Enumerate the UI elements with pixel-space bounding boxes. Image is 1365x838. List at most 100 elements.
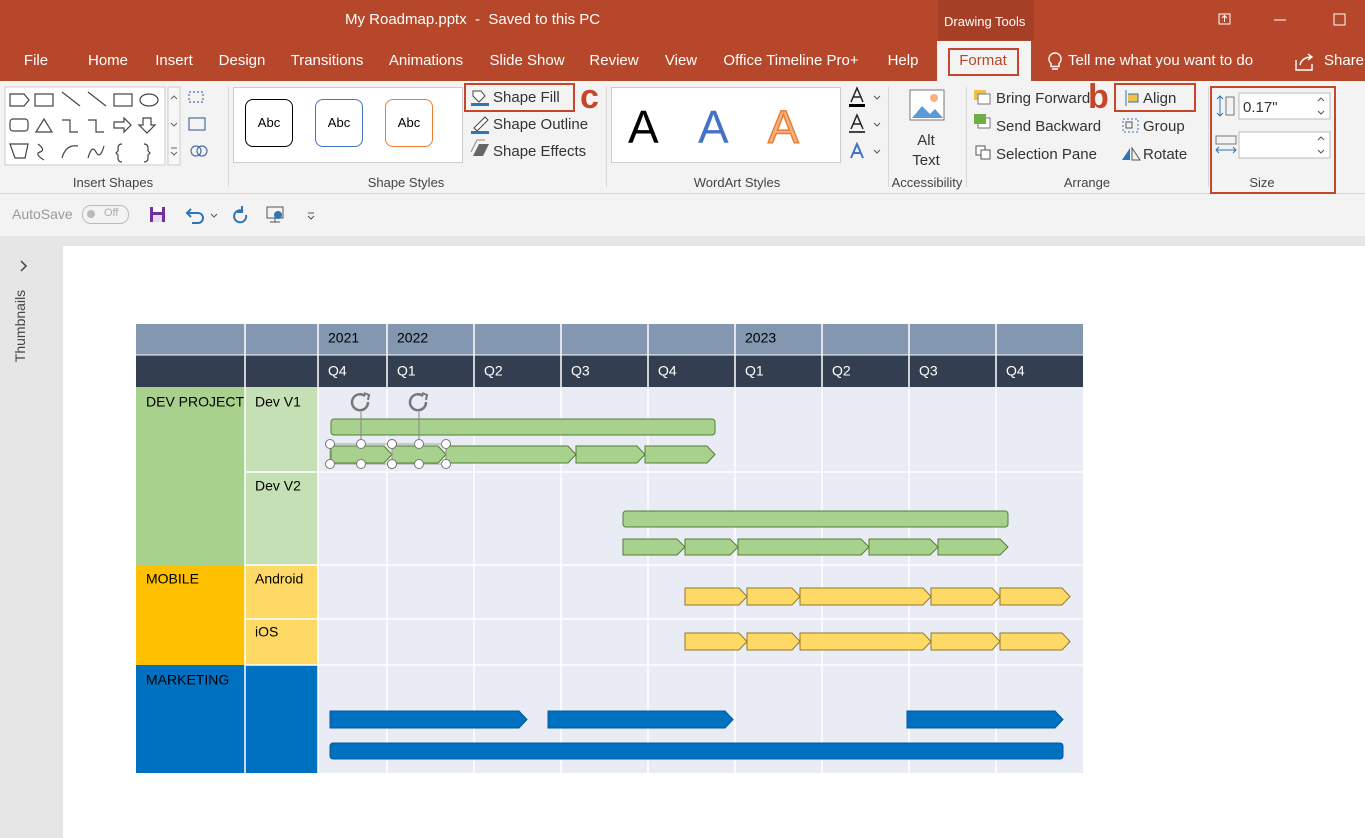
quarter-label: Q3 [919,363,938,379]
ribbon-tab[interactable]: Insert [155,52,193,69]
ribbon-tab[interactable]: Review [589,52,639,69]
document-title: My Roadmap.pptx - Saved to this PC [345,11,601,28]
wordart-sample[interactable]: A [767,100,799,154]
resize-handle [441,439,451,449]
shape-fill[interactable]: Shape Fill [493,89,560,106]
task-chevron [937,538,1009,556]
expand-thumbnails[interactable] [16,258,32,274]
resize-handle [441,459,451,469]
resize-handle [414,439,424,449]
row-cell [245,387,318,565]
autosave-toggle[interactable] [82,205,129,224]
task-chevron [445,445,577,464]
group-label: WordArt Styles [693,175,781,190]
ribbon-tab[interactable]: Transitions [290,52,364,69]
highlight-box [948,48,1019,76]
bring-forward[interactable]: Bring Forward [996,90,1091,107]
style-sample[interactable]: Abc [315,99,363,147]
ribbon-tab[interactable]: Animations [388,52,464,69]
ribbon-tab[interactable]: Office Timeline Pro+ [723,52,859,69]
row-cell [245,565,318,665]
autosave-label: AutoSave [12,206,73,222]
rotation-arrow [363,392,371,401]
highlight-box [1210,86,1336,194]
shape-effects[interactable]: Shape Effects [493,143,587,160]
task-chevron [999,632,1071,651]
quarter-label: Q4 [658,363,677,379]
task-chevron [622,538,686,556]
quarter-label: Q4 [328,363,347,379]
rotate-button[interactable]: Rotate [1143,146,1188,163]
task-chevron [930,632,1001,651]
wordart-sample[interactable]: A [698,101,729,153]
share-button[interactable]: Share [1324,52,1365,69]
quarter-label: Q1 [397,363,416,379]
task-chevron [999,587,1071,606]
row-cell [136,387,245,565]
resize-handle [387,439,397,449]
ribbon-tab[interactable]: File [23,52,49,69]
qat-icons[interactable] [148,203,323,225]
task-chevron [799,587,932,606]
task-chevron [868,538,939,556]
callout-label: b [1088,78,1109,116]
send-backward[interactable]: Send Backward [996,118,1102,135]
year-label: 2022 [397,330,428,346]
resize-handle [414,459,424,469]
year-label: 2023 [745,330,776,346]
rotation-handle [350,393,370,412]
task-chevron [746,632,801,651]
wordart-gallery[interactable] [611,87,841,163]
ribbon-tab[interactable]: View [664,52,698,69]
alt-text-button[interactable]: Alt Text [912,132,940,169]
group-label: MARKETING [146,672,229,688]
window-controls[interactable] [1210,8,1360,32]
tell-me[interactable]: Tell me what you want to do [1068,52,1254,69]
task-chevron [684,538,739,556]
group-label: DEV PROJECT [146,394,244,410]
selection-pane[interactable]: Selection Pane [996,146,1097,163]
title-bar [0,0,1365,81]
callout-label: c [580,78,599,116]
wordart-sample[interactable]: A [628,101,659,153]
toggle-knob [87,210,95,218]
style-sample[interactable]: Abc [245,99,293,147]
context-tab-label: Drawing Tools [944,14,1026,29]
autosave-state: Off [104,207,119,219]
year-label: 2021 [328,330,359,346]
resize-handle [356,459,366,469]
quarter-label: Q1 [745,363,764,379]
quarter-label: Q2 [484,363,503,379]
group-label: Arrange [1063,175,1111,190]
ribbon-tab[interactable]: Help [887,52,919,69]
group-label: MOBILE [146,571,199,587]
row-label: Dev V2 [255,478,301,494]
ribbon-tab[interactable]: Home [87,52,129,69]
height-field[interactable]: 0.17" [1243,99,1278,116]
ribbon-tab[interactable]: Slide Show [489,52,565,69]
arrange-icons [974,90,1141,161]
row-label: iOS [255,624,278,640]
task-chevron [684,587,748,606]
highlight-box [1114,83,1196,112]
year-header [136,324,1083,355]
ribbon-tab[interactable]: Format [959,52,1007,69]
row-label: Dev V1 [255,394,301,410]
highlight-box [464,83,575,112]
group-button[interactable]: Group [1143,118,1185,135]
quarter-label: Q2 [832,363,851,379]
group-label: Insert Shapes [72,175,154,190]
resize-handle [325,459,335,469]
task-chevron [930,587,1001,606]
group-label: Shape Styles [367,175,445,190]
ribbon-tab[interactable]: Design [218,52,266,69]
shape-outline[interactable]: Shape Outline [493,116,589,133]
align-button[interactable]: Align [1143,90,1177,107]
row-label: Android [255,571,303,587]
resize-handle [387,459,397,469]
milestone-bar [622,510,1009,528]
shape-gallery[interactable] [4,86,226,166]
task-chevron [906,710,1064,729]
milestone-bar [329,742,1064,760]
style-sample[interactable]: Abc [385,99,433,147]
